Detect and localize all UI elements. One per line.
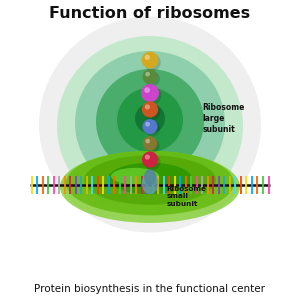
Circle shape [142, 69, 158, 84]
Circle shape [143, 86, 161, 104]
Circle shape [145, 72, 150, 76]
Circle shape [145, 122, 160, 136]
Circle shape [142, 119, 158, 134]
Text: Function of ribosomes: Function of ribosomes [50, 6, 250, 21]
Ellipse shape [57, 36, 243, 216]
Ellipse shape [111, 168, 159, 184]
Ellipse shape [60, 151, 240, 223]
Circle shape [145, 154, 150, 160]
Circle shape [144, 54, 161, 71]
Ellipse shape [135, 103, 165, 134]
Ellipse shape [108, 163, 192, 194]
Text: Ribosome
small
subunit: Ribosome small subunit [167, 186, 206, 207]
Circle shape [143, 136, 157, 151]
Ellipse shape [144, 169, 156, 185]
Ellipse shape [142, 172, 158, 194]
Text: Protein biosynthesis in the functional center: Protein biosynthesis in the functional c… [34, 284, 266, 294]
Circle shape [145, 104, 150, 110]
Circle shape [146, 139, 150, 143]
Circle shape [145, 139, 160, 153]
Circle shape [144, 154, 160, 170]
Circle shape [144, 87, 150, 93]
Circle shape [142, 52, 158, 68]
Circle shape [144, 104, 160, 120]
Ellipse shape [117, 88, 183, 152]
Circle shape [142, 152, 158, 168]
Circle shape [141, 84, 159, 102]
Circle shape [145, 122, 150, 127]
Ellipse shape [66, 151, 234, 215]
Ellipse shape [96, 69, 204, 174]
Ellipse shape [39, 16, 261, 232]
Circle shape [142, 101, 158, 118]
Text: Ribosome
large
subunit: Ribosome large subunit [202, 103, 245, 134]
Circle shape [145, 55, 150, 60]
Ellipse shape [84, 155, 216, 205]
Ellipse shape [75, 51, 225, 195]
Circle shape [145, 71, 160, 86]
